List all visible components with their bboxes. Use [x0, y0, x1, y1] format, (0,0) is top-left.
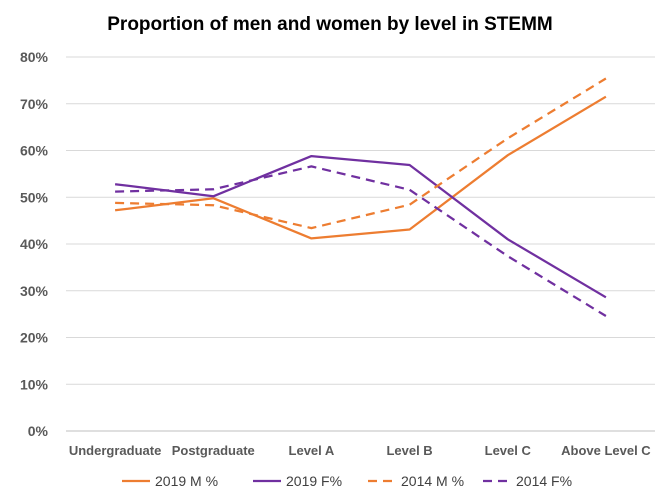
y-tick-label: 0% — [28, 423, 49, 439]
series-line — [114, 95, 607, 240]
y-tick-label: 60% — [20, 143, 49, 159]
y-tick-label: 40% — [20, 236, 49, 252]
legend-label: 2019 F% — [286, 473, 342, 489]
legend-label: 2019 M % — [155, 473, 218, 489]
y-tick-label: 50% — [20, 189, 49, 205]
series-line — [115, 165, 607, 317]
chart-title: Proportion of men and women by level in … — [107, 14, 552, 35]
y-tick-label: 20% — [20, 330, 49, 346]
y-tick-label: 80% — [20, 49, 49, 65]
y-axis-ticks: 0% 10% 20% 30% 40% 50% 60% 70% 80% — [20, 49, 49, 439]
y-tick-label: 70% — [20, 96, 49, 112]
x-tick-label: Level B — [386, 443, 432, 458]
y-tick-label: 10% — [20, 376, 49, 392]
series-line — [114, 154, 607, 299]
gridlines — [66, 56, 655, 432]
y-tick-label: 30% — [20, 283, 49, 299]
x-tick-label: Level A — [289, 443, 335, 458]
series-lines — [114, 77, 607, 317]
legend-label: 2014 M % — [401, 473, 464, 489]
x-tick-label: Postgraduate — [172, 443, 255, 458]
series-line — [115, 77, 607, 230]
x-tick-label: Undergraduate — [69, 443, 161, 458]
legend-label: 2014 F% — [516, 473, 572, 489]
legend: 2019 M % 2019 F% 2014 M % 2014 F% — [122, 473, 572, 489]
x-tick-label: Level C — [485, 443, 532, 458]
x-tick-label: Above Level C — [561, 443, 651, 458]
x-axis-ticks: Undergraduate Postgraduate Level A Level B L… — [69, 443, 651, 458]
